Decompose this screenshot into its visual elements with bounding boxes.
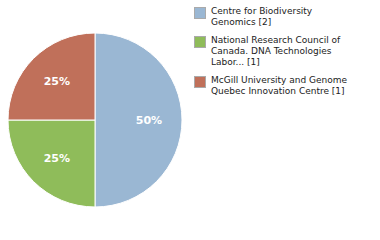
svg-text:25%: 25%	[44, 75, 70, 88]
html-text:Centre for Biodiversity Genomi: Centre for Biodiversity Genomics [2]	[211, 6, 313, 27]
svg-text:50%: 50%	[136, 114, 162, 127]
html-text:National Research Council of C: National Research Council of Canada. DNA…	[211, 35, 341, 67]
html-text:McGill University and Genome Q: McGill University and Genome Quebec Inno…	[211, 75, 348, 96]
svg-text:25%: 25%	[44, 152, 70, 165]
